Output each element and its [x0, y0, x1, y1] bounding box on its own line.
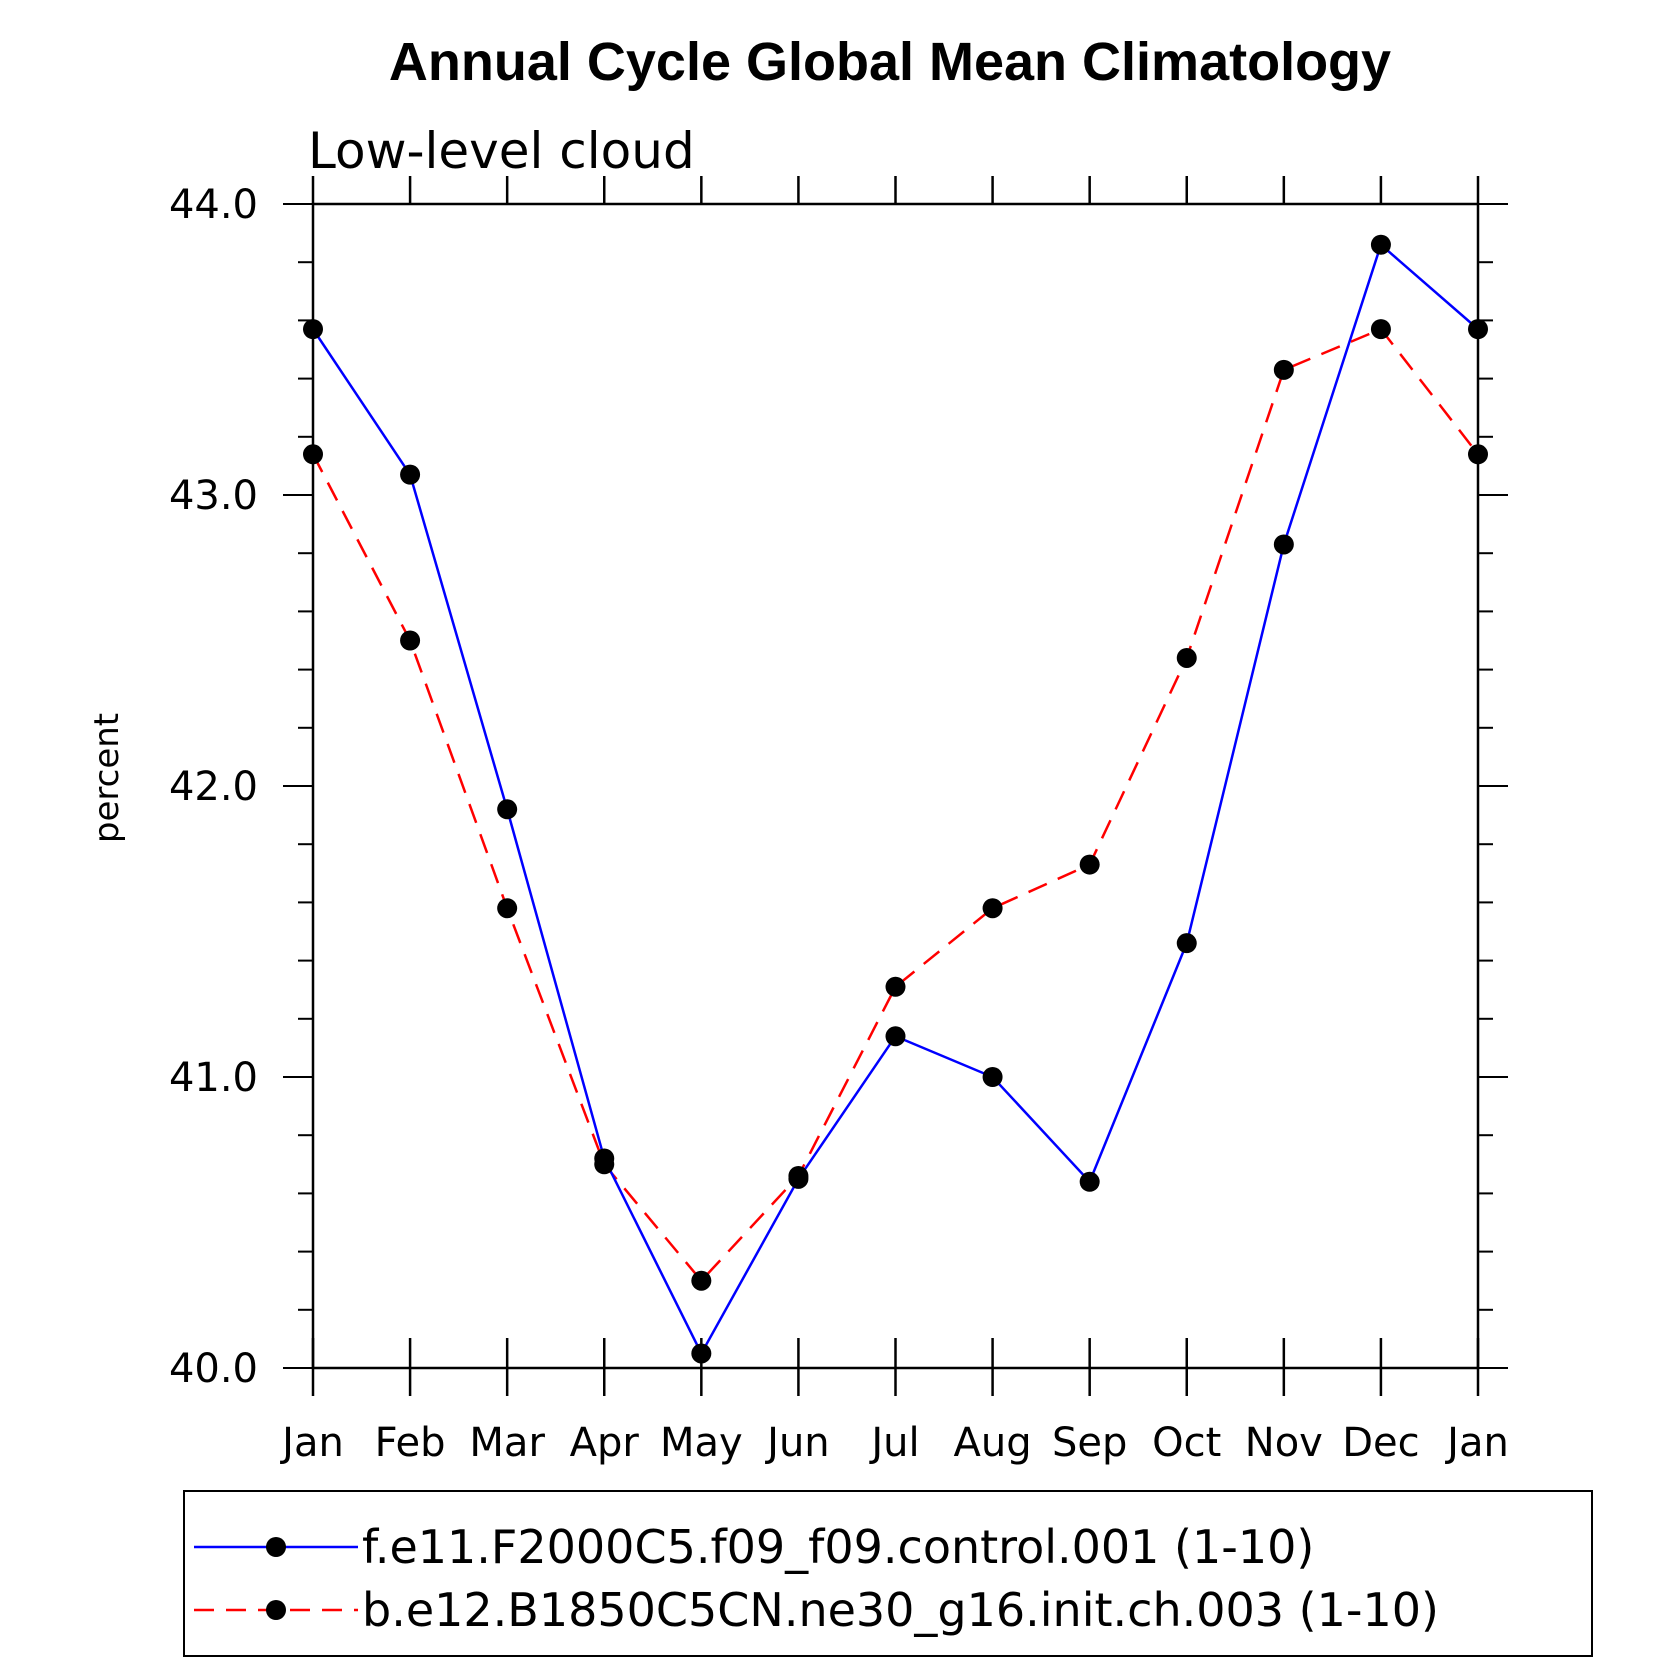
x-tick-label: Dec: [1342, 1420, 1419, 1466]
data-point: [1176, 647, 1197, 668]
series-line-0: [311, 242, 1479, 1357]
y-tick-label: 43.0: [169, 473, 258, 519]
data-point: [1079, 1171, 1100, 1192]
x-tick-label: Mar: [469, 1420, 545, 1466]
chart-title: Annual Cycle Global Mean Climatology: [389, 32, 1391, 92]
data-point: [885, 976, 906, 997]
data-point: [594, 1154, 615, 1175]
legend-box: [183, 1490, 1593, 1657]
y-tick-label: 42.0: [169, 764, 258, 810]
data-point: [497, 799, 518, 820]
data-point: [691, 1343, 712, 1364]
x-tick-label: Jul: [868, 1420, 919, 1466]
x-tick-label: Apr: [570, 1420, 640, 1466]
legend-label-1: b.e12.B1850C5CN.ne30_g16.init.ch.003 (1-…: [362, 1583, 1439, 1637]
legend-marker: [266, 1600, 286, 1620]
x-tick-label: Feb: [375, 1420, 446, 1466]
data-point: [497, 898, 518, 919]
x-tick-label: Jan: [279, 1420, 344, 1466]
data-point: [1468, 319, 1488, 340]
data-point: [400, 464, 421, 485]
data-point: [1468, 444, 1488, 465]
x-tick-label: Oct: [1152, 1420, 1221, 1466]
data-point: [400, 630, 421, 651]
x-tick-label: Nov: [1245, 1420, 1323, 1466]
y-tick-label: 44.0: [169, 182, 258, 228]
data-point: [691, 1270, 712, 1291]
data-point: [1176, 933, 1197, 954]
legend-label-0: f.e11.F2000C5.f09_f09.control.001 (1-10): [362, 1520, 1314, 1574]
x-tick-label: Jun: [764, 1420, 830, 1466]
data-point: [1273, 534, 1294, 555]
y-axis-label: percent: [87, 713, 127, 843]
series-line-1: [311, 327, 1479, 1283]
data-point: [1370, 319, 1391, 340]
y-tick-label: 40.0: [169, 1346, 258, 1392]
data-point: [303, 444, 323, 465]
chart-subtitle: Low-level cloud: [308, 122, 695, 180]
x-tick-label: Jan: [1444, 1420, 1509, 1466]
data-point: [1079, 854, 1100, 875]
legend: f.e11.F2000C5.f09_f09.control.001 (1-10)…: [183, 1490, 1593, 1657]
data-point: [303, 319, 323, 340]
legend-marker: [266, 1537, 286, 1557]
x-tick-label: Aug: [954, 1420, 1032, 1466]
data-point: [1370, 234, 1391, 255]
data-point: [1273, 359, 1294, 380]
series-layer: [303, 234, 1488, 1364]
data-point: [982, 1067, 1003, 1087]
data-point: [982, 898, 1003, 919]
data-point: [885, 1026, 906, 1047]
plot-frame: [311, 202, 1480, 1370]
data-point: [788, 1165, 809, 1186]
axes: Jan Feb Mar Apr May Jun Jul Aug Sep Oct Nov Dec Jan 4…: [169, 176, 1509, 1466]
x-tick-label: May: [660, 1420, 743, 1466]
y-tick-label: 41.0: [169, 1055, 258, 1101]
x-tick-label: Sep: [1052, 1420, 1127, 1466]
